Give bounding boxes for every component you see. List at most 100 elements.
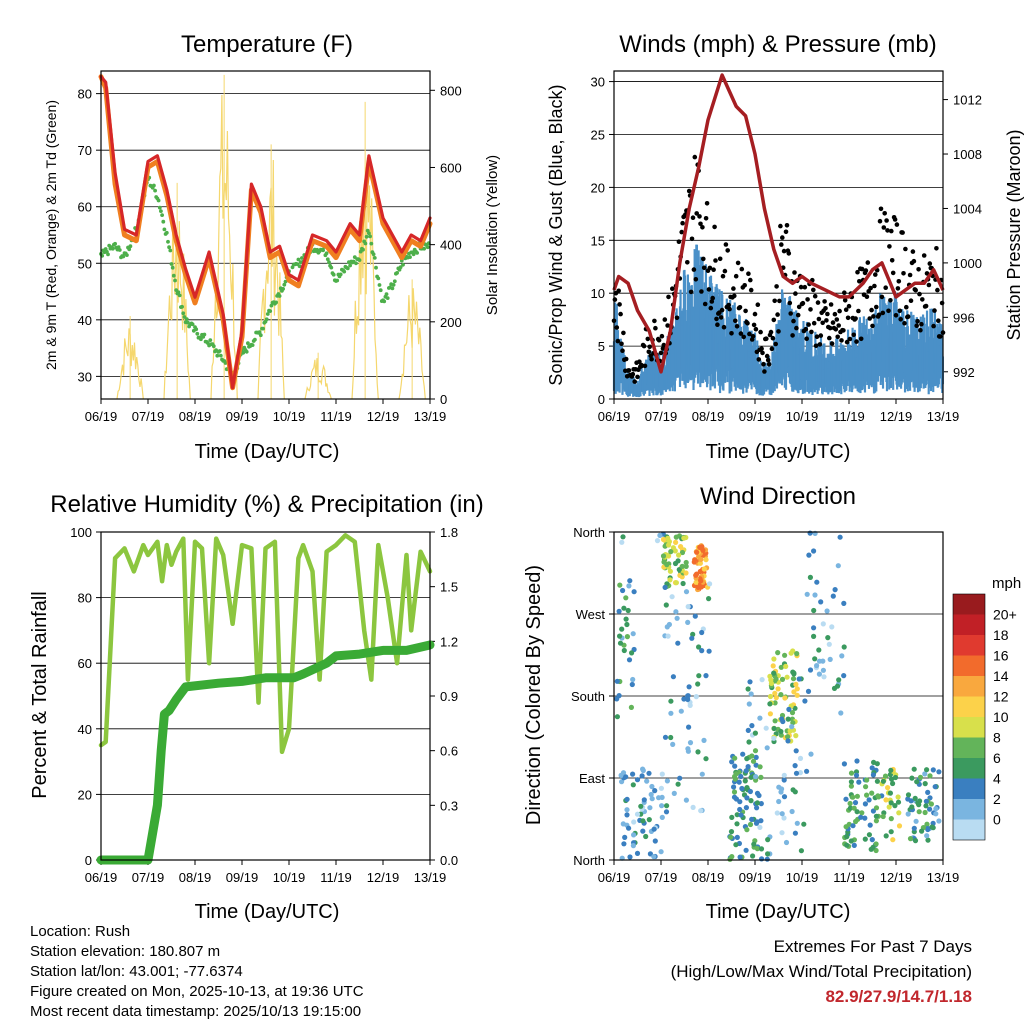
gust-point xyxy=(751,322,757,328)
direction-point xyxy=(695,681,701,687)
direction-point xyxy=(818,599,824,605)
y-tick-label: 10 xyxy=(591,286,605,301)
gust-point xyxy=(701,265,707,271)
x-tick-label: 13/19 xyxy=(414,870,447,885)
direction-point xyxy=(634,811,641,817)
direction-point xyxy=(625,607,631,614)
gust-point xyxy=(753,326,759,332)
gust-point xyxy=(936,318,941,324)
x-tick-label: 11/19 xyxy=(833,870,865,885)
direction-point xyxy=(831,685,838,692)
dewpoint-point xyxy=(160,213,165,218)
dewpoint-point xyxy=(195,331,200,336)
dewpoint-point xyxy=(368,234,372,239)
colorbar-label: 20+ xyxy=(993,607,1017,623)
direction-point xyxy=(620,587,626,594)
direction-point xyxy=(630,843,637,849)
direction-point xyxy=(866,797,872,803)
x-tick-label: 12/19 xyxy=(880,409,913,424)
direction-point xyxy=(844,834,850,840)
direction-point xyxy=(785,738,791,744)
direction-point xyxy=(851,805,857,811)
colorbar-swatch xyxy=(953,635,985,656)
direction-point xyxy=(748,774,754,780)
dewpoint-point xyxy=(177,293,182,298)
direction-point xyxy=(820,621,826,627)
direction-point xyxy=(745,727,751,734)
direction-point xyxy=(683,563,689,570)
location-text: Location: Rush xyxy=(30,923,131,940)
y2-tick-label: 800 xyxy=(440,83,462,98)
direction-point xyxy=(678,544,684,550)
gust-point xyxy=(901,271,906,276)
gust-point xyxy=(892,217,898,222)
dewpoint-point xyxy=(363,241,368,246)
direction-point xyxy=(925,789,931,796)
direction-point xyxy=(870,772,877,778)
gust-point xyxy=(847,336,853,342)
direction-point xyxy=(914,779,920,785)
gust-point xyxy=(656,337,662,343)
direction-point xyxy=(679,549,686,556)
x-tick-label: 07/19 xyxy=(645,870,678,885)
dewpoint-point xyxy=(369,241,374,246)
direction-point xyxy=(816,671,823,677)
direction-point xyxy=(617,633,623,639)
direction-point xyxy=(772,700,778,706)
dewpoint-point xyxy=(211,344,216,349)
gust-point xyxy=(792,270,797,275)
x-tick-label: 08/19 xyxy=(179,409,212,424)
direction-point xyxy=(794,820,800,826)
plot-frame xyxy=(100,70,431,400)
direction-point xyxy=(662,734,669,740)
gust-point xyxy=(707,265,713,271)
direction-point xyxy=(623,595,629,601)
direction-point xyxy=(753,754,759,761)
direction-point xyxy=(629,681,635,688)
gust-point xyxy=(837,308,842,314)
direction-point xyxy=(869,837,875,843)
direction-point xyxy=(789,724,795,730)
gust-point xyxy=(765,357,771,363)
gust-point xyxy=(864,294,870,300)
gust-point xyxy=(882,211,887,216)
direction-point xyxy=(869,790,875,796)
direction-point xyxy=(862,836,868,842)
gust-point xyxy=(793,291,798,296)
gust-point xyxy=(617,302,622,307)
direction-point xyxy=(866,832,873,838)
direction-point xyxy=(758,774,764,781)
direction-point xyxy=(660,553,667,559)
gust-point xyxy=(791,318,796,324)
dewpoint-point xyxy=(296,257,301,262)
gust-point xyxy=(723,242,729,247)
direction-point xyxy=(668,734,674,741)
gust-point xyxy=(771,317,777,323)
direction-point xyxy=(793,733,799,739)
gust-point xyxy=(739,266,745,272)
colorbar-label: 0 xyxy=(993,812,1001,828)
gust-point xyxy=(743,308,748,314)
gust-point xyxy=(689,236,695,242)
direction-point xyxy=(622,834,628,841)
direction-point xyxy=(767,711,774,717)
direction-point xyxy=(873,841,879,847)
colorbar-label: 8 xyxy=(993,730,1001,746)
gust-point xyxy=(612,297,618,302)
y2-tick-label: 996 xyxy=(953,310,975,325)
direction-point xyxy=(889,776,895,782)
direction-point xyxy=(820,667,827,673)
gust-point xyxy=(817,342,823,347)
direction-point xyxy=(759,677,765,683)
gust-point xyxy=(934,246,939,251)
dewpoint-point xyxy=(422,246,426,251)
gust-point xyxy=(900,230,905,235)
gust-point xyxy=(659,333,665,339)
gust-point xyxy=(845,315,851,321)
direction-point xyxy=(925,837,931,843)
direction-point xyxy=(793,770,800,776)
gust-point xyxy=(733,273,739,279)
direction-point xyxy=(626,657,633,663)
direction-point xyxy=(689,635,695,641)
